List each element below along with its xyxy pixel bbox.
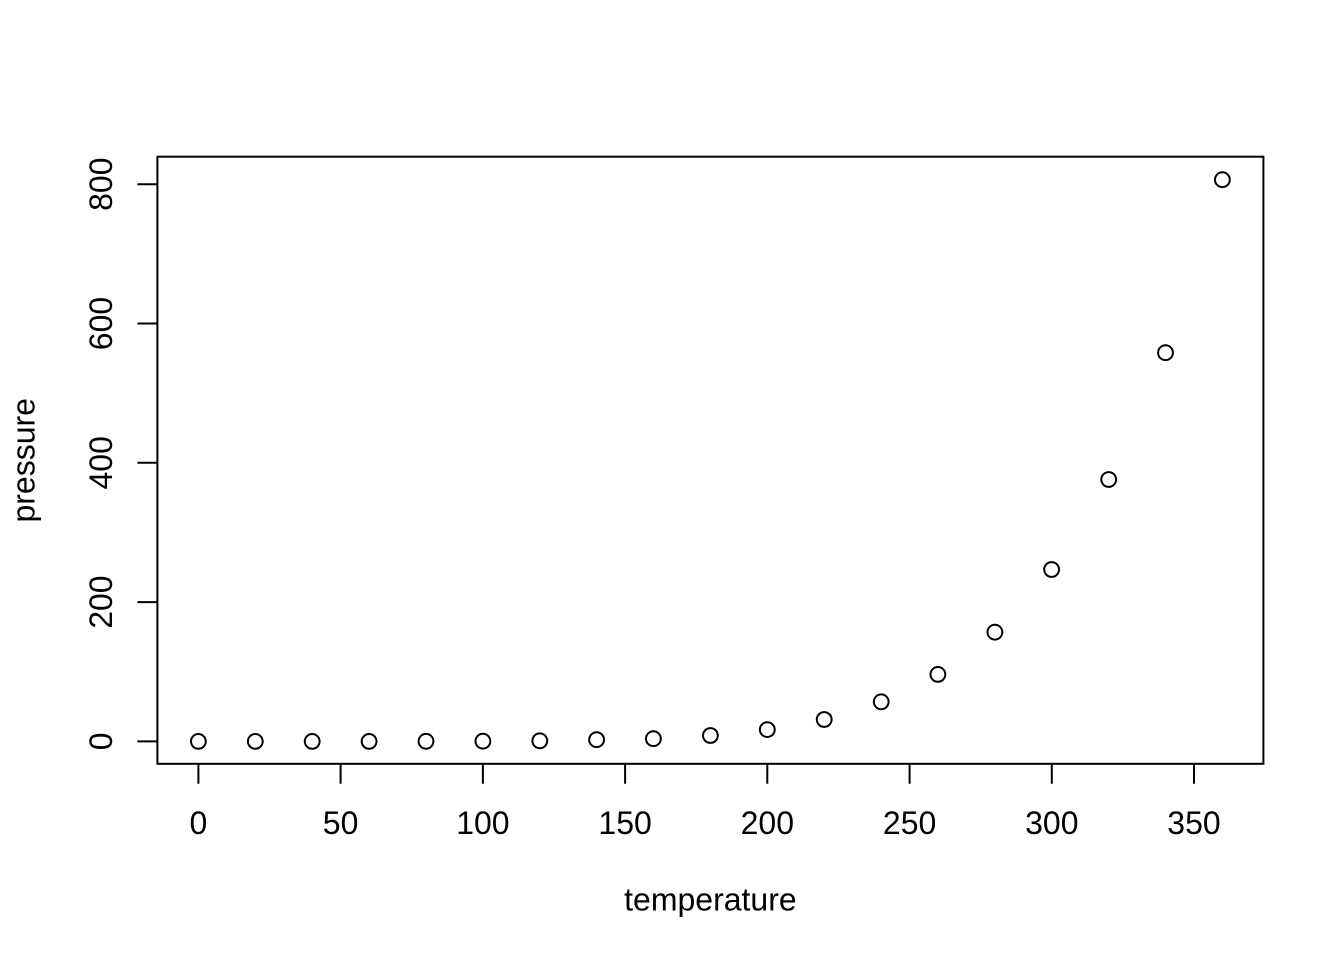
svg-text:50: 50 — [323, 805, 359, 841]
svg-text:0: 0 — [83, 733, 119, 751]
svg-text:400: 400 — [83, 436, 119, 489]
svg-text:250: 250 — [883, 805, 936, 841]
svg-text:pressure: pressure — [6, 398, 42, 523]
svg-text:800: 800 — [83, 158, 119, 211]
svg-text:200: 200 — [83, 575, 119, 628]
svg-text:100: 100 — [456, 805, 509, 841]
svg-text:150: 150 — [598, 805, 651, 841]
svg-text:600: 600 — [83, 297, 119, 350]
svg-text:temperature: temperature — [624, 882, 797, 918]
svg-text:300: 300 — [1025, 805, 1078, 841]
svg-text:0: 0 — [190, 805, 208, 841]
svg-text:350: 350 — [1167, 805, 1220, 841]
svg-text:200: 200 — [741, 805, 794, 841]
